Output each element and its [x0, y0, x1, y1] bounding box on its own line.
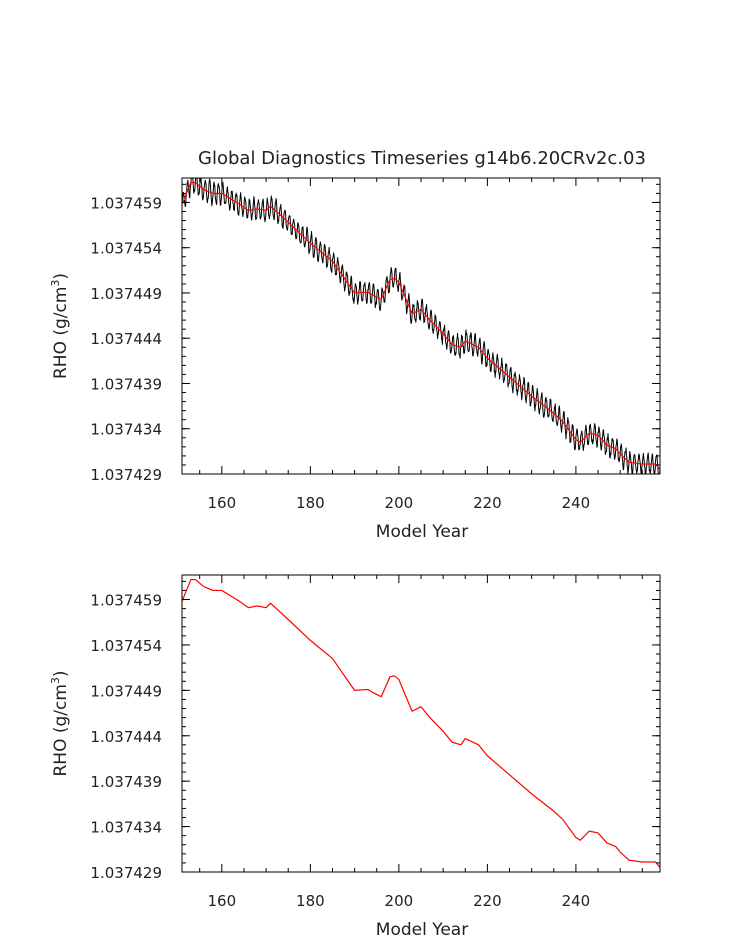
y-axis-label-main: RHO (g/cm	[51, 287, 71, 379]
y-tick-label: 1.037434	[90, 819, 162, 837]
y-tick-label: 1.037444	[90, 330, 162, 348]
x-tick-label: 200	[385, 494, 414, 512]
plot-frame	[181, 177, 661, 475]
chart-title: Global Diagnostics Timeseries g14b6.20CR…	[198, 148, 646, 169]
y-tick-label: 1.037459	[90, 194, 162, 212]
x-tick-label: 240	[562, 892, 591, 910]
y-axis-label: RHO (g/cm3)	[49, 670, 71, 776]
x-tick-label: 220	[473, 892, 502, 910]
y-tick-label: 1.037439	[90, 375, 162, 393]
y-axis-label-close: )	[51, 273, 71, 280]
y-tick-label: 1.037434	[90, 421, 162, 439]
x-tick-label: 180	[296, 494, 325, 512]
x-tick-label: 240	[562, 494, 591, 512]
series-line-monthly	[182, 178, 660, 474]
x-axis-label: Model Year	[376, 522, 468, 542]
series-line-annual-mean	[182, 181, 660, 470]
y-tick-label: 1.037454	[90, 240, 162, 258]
y-tick-label: 1.037459	[90, 592, 162, 610]
y-tick-label: 1.037449	[90, 285, 162, 303]
plot-frame	[181, 574, 661, 873]
x-tick-label: 220	[473, 494, 502, 512]
x-tick-label: 180	[296, 892, 325, 910]
y-tick-label: 1.037429	[90, 864, 162, 882]
y-axis-label: RHO (g/cm3)	[49, 273, 71, 379]
y-axis-label-superscript: 3	[49, 280, 62, 287]
y-axis-label-superscript: 3	[49, 677, 62, 684]
series-line-annual-mean	[182, 578, 660, 868]
y-tick-label: 1.037454	[90, 637, 162, 655]
y-tick-label: 1.037444	[90, 728, 162, 746]
top-panel: Global Diagnostics Timeseries g14b6.20CR…	[49, 148, 661, 542]
y-axis-label-close: )	[51, 670, 71, 677]
bottom-panel: 160 180 200 220 240 1.037429 1.037434 1.037439 1…	[49, 574, 661, 940]
y-tick-label: 1.037449	[90, 682, 162, 700]
x-tick-label: 200	[385, 892, 414, 910]
x-axis-label: Model Year	[376, 920, 468, 940]
x-tick-label: 160	[208, 494, 237, 512]
x-tick-label: 160	[208, 892, 237, 910]
y-tick-label: 1.037429	[90, 466, 162, 484]
y-tick-label: 1.037439	[90, 773, 162, 791]
y-axis-label-main: RHO (g/cm	[51, 684, 71, 776]
